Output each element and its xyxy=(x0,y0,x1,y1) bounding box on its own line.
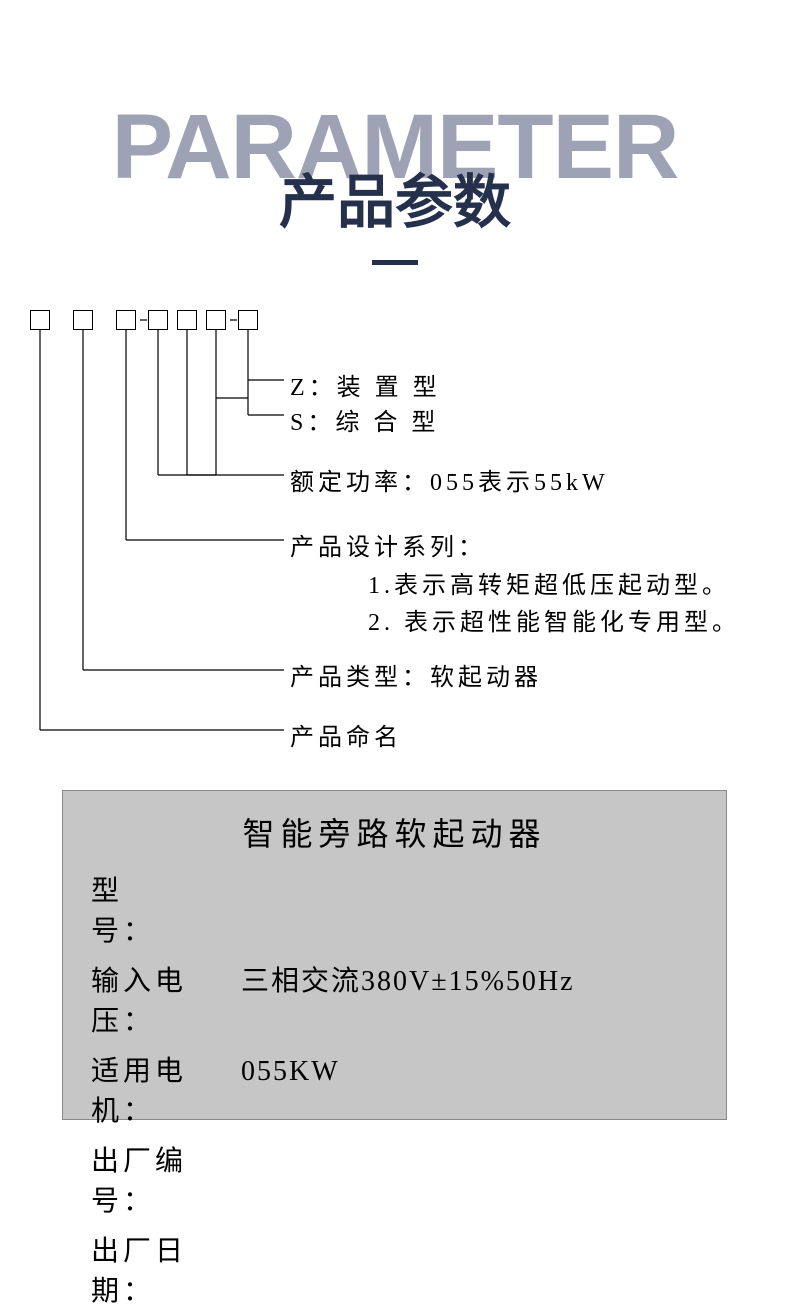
diagram-label: 1.表示高转矩超低压起动型。 xyxy=(368,565,730,600)
nameplate-title: 智能旁路软起动器 xyxy=(91,809,698,855)
diagram-label: S：综 合 型 xyxy=(290,402,439,437)
nameplate-row: 适用电机：055KW xyxy=(91,1049,698,1129)
diagram-label: 2. 表示超性能智能化专用型。 xyxy=(368,602,740,637)
diagram-label: Z：装 置 型 xyxy=(290,367,441,402)
nameplate-row: 出厂日期： xyxy=(91,1229,698,1309)
nameplate-label: 型 号： xyxy=(91,869,241,949)
nameplate-row: 型 号： xyxy=(91,869,698,949)
code-box-6 xyxy=(238,310,258,330)
nameplate-value: 055KW xyxy=(241,1056,340,1088)
nameplate-label: 出厂编号： xyxy=(91,1139,241,1219)
nameplate-row: 出厂编号： xyxy=(91,1139,698,1219)
header-fg-title: 产品参数 xyxy=(0,155,790,239)
nameplate-label: 出厂日期： xyxy=(91,1229,241,1309)
code-box-2 xyxy=(116,310,136,330)
diagram-label: 额定功率：055表示55kW xyxy=(290,462,609,497)
header-underline xyxy=(372,260,418,265)
nameplate-label: 输入电压： xyxy=(91,959,241,1039)
code-box-0 xyxy=(30,310,50,330)
diagram-label: 产品设计系列： xyxy=(290,527,486,562)
nameplate-row: 输入电压：三相交流380V±15%50Hz xyxy=(91,959,698,1039)
nameplate: 智能旁路软起动器 型 号：输入电压：三相交流380V±15%50Hz适用电机：0… xyxy=(62,790,727,1120)
diagram-label: 产品类型：软起动器 xyxy=(290,657,542,692)
model-code-diagram: Z：装 置 型S：综 合 型额定功率：055表示55kW 产品设计系列：1.表示高… xyxy=(30,310,760,760)
diagram-label: 产品命名 xyxy=(290,717,402,752)
header: PARAMETER 产品参数 xyxy=(0,0,790,290)
code-box-3 xyxy=(148,310,168,330)
code-box-4 xyxy=(177,310,197,330)
code-box-5 xyxy=(206,310,226,330)
nameplate-label: 适用电机： xyxy=(91,1049,241,1129)
nameplate-value: 三相交流380V±15%50Hz xyxy=(241,959,575,999)
code-box-1 xyxy=(73,310,93,330)
